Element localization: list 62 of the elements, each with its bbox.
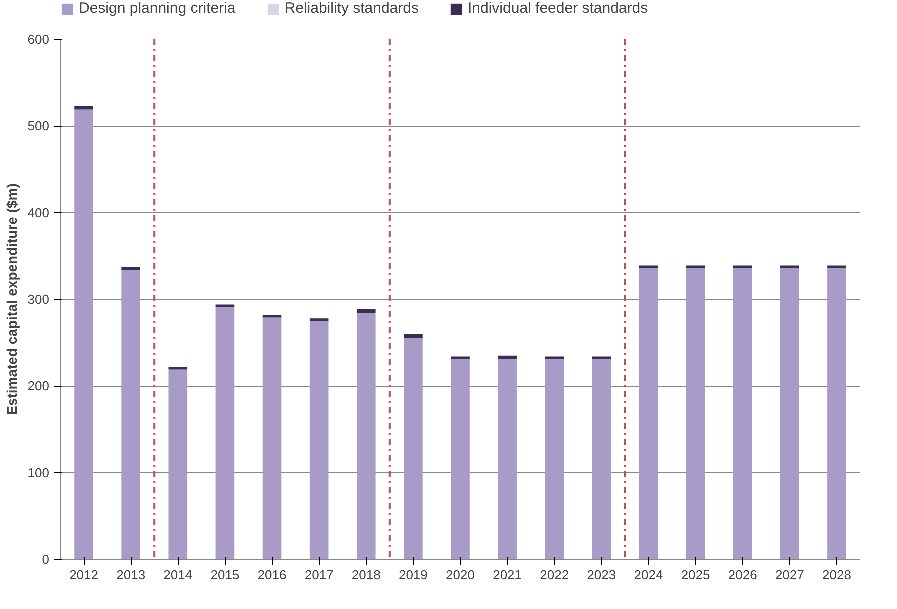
bar — [639, 266, 658, 268]
x-tick-label: 2021 — [493, 568, 522, 582]
bar — [356, 313, 376, 560]
x-tick-label: 2027 — [775, 568, 804, 582]
x-tick-label: 2028 — [822, 568, 852, 582]
bar — [122, 270, 140, 560]
legend-label: Individual feeder standards — [468, 0, 648, 17]
x-tick-label: 2019 — [398, 568, 428, 582]
x-tick-label: 2012 — [70, 568, 98, 582]
y-axis-title: Estimated capital expenditure ($m) — [4, 184, 20, 416]
bar — [780, 266, 800, 268]
x-tick-label: 2014 — [164, 568, 193, 582]
x-tick-label: 2025 — [681, 568, 710, 582]
bar — [733, 266, 752, 268]
bar — [168, 370, 188, 560]
bar — [451, 356, 470, 360]
y-tick-label: 0 — [42, 552, 50, 567]
bar — [168, 367, 188, 370]
bar — [310, 318, 329, 322]
bar — [498, 359, 517, 560]
bar — [545, 356, 564, 360]
bar — [733, 268, 752, 560]
legend-label: Reliability standards — [284, 0, 419, 17]
x-tick-label: 2015 — [210, 568, 240, 582]
x-tick-label: 2013 — [116, 568, 146, 582]
bar — [74, 110, 94, 560]
y-tick-label: 600 — [28, 32, 50, 47]
bar — [545, 359, 564, 560]
x-tick-label: 2022 — [540, 568, 570, 582]
x-tick-label: 2024 — [634, 568, 664, 582]
bar — [356, 309, 376, 314]
y-tick-label: 200 — [28, 378, 50, 394]
y-tick-label: 300 — [28, 292, 50, 307]
bar — [216, 307, 235, 560]
bar — [74, 106, 94, 110]
bar — [780, 268, 800, 560]
bar — [686, 266, 706, 268]
x-tick-label: 2023 — [587, 568, 616, 582]
x-tick-label: 2018 — [352, 568, 381, 582]
bar — [592, 356, 612, 360]
bar — [262, 315, 282, 318]
bar — [451, 359, 470, 560]
x-tick-label: 2016 — [258, 568, 287, 582]
bar — [262, 318, 282, 560]
y-tick-label: 400 — [28, 205, 50, 220]
x-tick-label: 2017 — [304, 568, 334, 582]
y-tick-label: 500 — [28, 118, 50, 134]
bar — [404, 338, 423, 560]
bar — [828, 266, 846, 268]
x-tick-label: 2026 — [728, 568, 758, 582]
bar — [592, 359, 612, 560]
legend-label: Design planning criteria — [79, 0, 236, 17]
bar — [686, 268, 706, 560]
bar — [639, 268, 658, 560]
y-tick-label: 100 — [28, 465, 50, 480]
bar — [498, 356, 517, 360]
bar — [216, 304, 235, 308]
bar — [828, 268, 846, 560]
bar — [122, 267, 140, 270]
x-tick-label: 2020 — [446, 568, 475, 582]
bar — [404, 334, 423, 338]
bar — [310, 321, 329, 560]
